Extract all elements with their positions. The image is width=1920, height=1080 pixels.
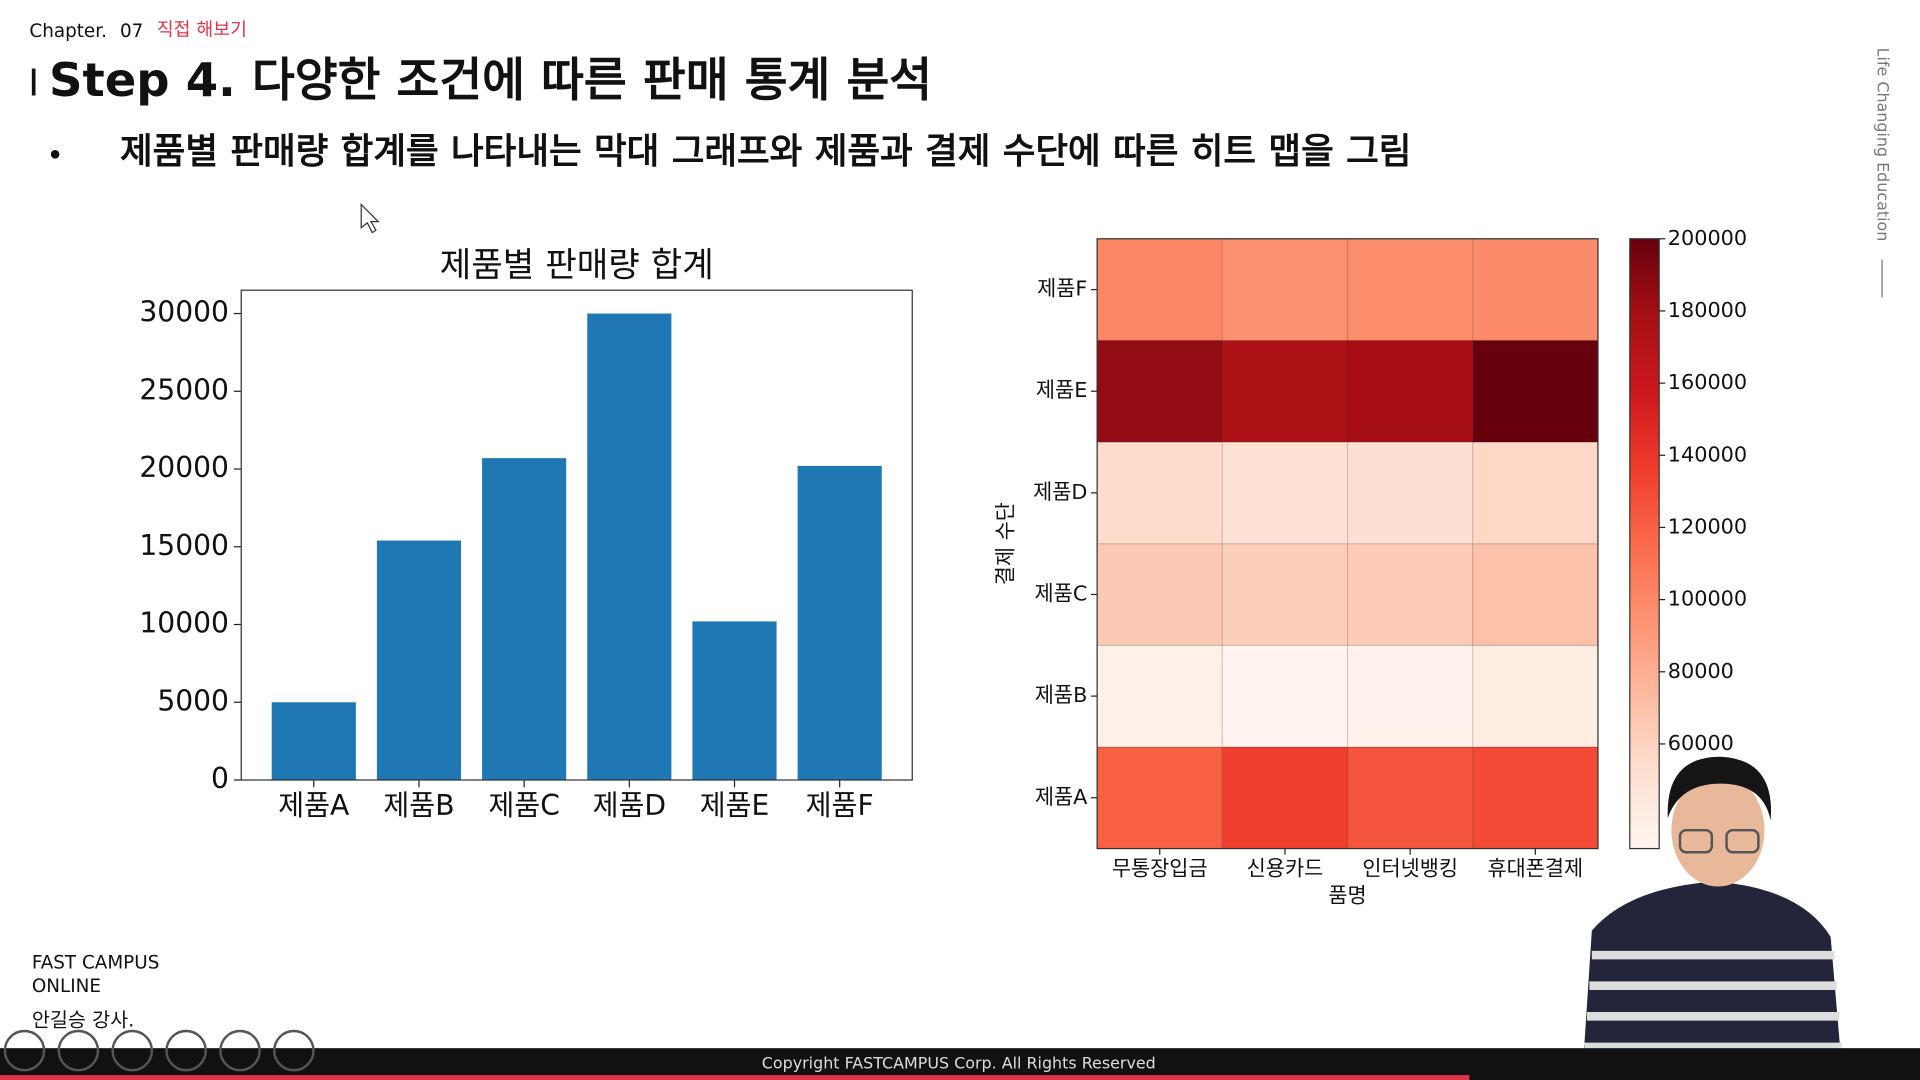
bar (376, 540, 462, 780)
colorbar-tick-label: 140000 (1668, 442, 1747, 466)
chapter-number: 07 (120, 21, 143, 42)
presenter (1582, 756, 1843, 1080)
copyright: Copyright FASTCAMPUS Corp. All Rights Re… (762, 1054, 1156, 1073)
progress-bar (0, 1075, 1470, 1080)
heat-cell (1346, 746, 1474, 850)
footer-bar (0, 1048, 1920, 1080)
y-tick-label: 제품C (1035, 581, 1088, 605)
x-tick-label: 제품B (383, 789, 454, 822)
colorbar-tick-label: 160000 (1668, 370, 1747, 394)
heat-cell (1096, 339, 1223, 443)
heat-cell (1221, 238, 1349, 342)
heat-cell (1096, 441, 1223, 545)
cursor (360, 203, 380, 234)
colorbar-tick-label: 100000 (1668, 587, 1747, 611)
y-axis-label: 결제 수단 (994, 502, 1018, 585)
chart-title: 제품별 판매량 합계 (440, 245, 714, 285)
y-tick-label: 10000 (139, 607, 229, 640)
heat-cell (1221, 644, 1349, 748)
bar (271, 702, 356, 780)
heat-cell (1346, 339, 1474, 443)
heat-cell (1096, 644, 1223, 748)
x-tick-label: 휴대폰결제 (1488, 856, 1584, 880)
instructor: 안길승 강사. (32, 1009, 135, 1032)
x-tick-label: 제품D (593, 789, 667, 822)
bullet-text: 제품별 판매량 합계를 나타내는 막대 그래프와 제품과 결제 수단에 따른 히… (120, 131, 1411, 172)
x-tick-label: 제품C (488, 789, 559, 822)
y-tick-label: 25000 (139, 373, 229, 406)
y-tick-label: 5000 (157, 684, 229, 717)
heat-cell (1096, 238, 1223, 342)
y-tick-label: 제품F (1037, 277, 1087, 301)
colorbar (1629, 238, 1660, 850)
bar (692, 621, 777, 780)
brand-line2: ONLINE (32, 976, 101, 997)
x-tick-label: 무통장입금 (1112, 856, 1208, 880)
heat-cell (1472, 339, 1599, 443)
heat-cell (1221, 746, 1349, 850)
colorbar-tick-label: 200000 (1668, 226, 1747, 250)
title-marker (31, 68, 36, 96)
bar-chart: 제품별 판매량 합계 0 5000 10000 15000 20000 25000 30000… (139, 245, 913, 822)
colorbar-tick-label: 120000 (1668, 514, 1747, 538)
colorbar-tick-label: 80000 (1668, 659, 1734, 683)
heat-cell (1346, 238, 1474, 342)
section: 직접 해보기 (157, 20, 247, 41)
heat-cell (1346, 543, 1474, 646)
heat-cell (1096, 543, 1223, 646)
y-tick-label: 제품B (1035, 683, 1088, 707)
axes-frame (1096, 238, 1599, 850)
axes-frame (240, 289, 913, 781)
heat-cell (1472, 543, 1599, 646)
brand-line1: FAST CAMPUS (32, 953, 160, 974)
heat-cell (1472, 238, 1599, 342)
bar (797, 465, 882, 780)
heat-cell (1346, 644, 1474, 748)
chapter: Chapter. (29, 21, 107, 42)
heat-cell (1221, 339, 1349, 443)
heat-cell (1221, 543, 1349, 646)
y-tick-label: 30000 (139, 296, 229, 329)
y-tick-label: 20000 (139, 451, 229, 484)
heat-cell (1096, 746, 1223, 850)
x-tick-label: 제품E (700, 789, 770, 822)
bullet-dot (50, 150, 60, 159)
x-tick-label: 인터넷뱅킹 (1362, 856, 1458, 880)
y-tick-label: 제품A (1035, 785, 1088, 809)
player-controls (3, 1029, 315, 1072)
heat-cell (1346, 441, 1474, 545)
colorbar-tick-label: 180000 (1668, 298, 1747, 322)
y-tick-label: 제품E (1036, 378, 1087, 402)
x-tick-label: 제품A (278, 789, 350, 822)
y-tick-label: 제품D (1033, 480, 1087, 504)
y-tick-label: 0 (211, 762, 229, 795)
heat-cell (1472, 441, 1599, 545)
side-text: Life Changing Education (1874, 48, 1893, 242)
heat-cell (1472, 746, 1599, 850)
slide-title: Step 4. 다양한 조건에 따른 판매 통계 분석 (49, 53, 932, 107)
bar (482, 458, 567, 780)
y-tick-label: 15000 (139, 529, 229, 562)
heat-cell (1221, 441, 1349, 545)
bar (587, 313, 672, 780)
heat-cell (1472, 644, 1599, 748)
colorbar-tick-label: 60000 (1668, 731, 1734, 755)
x-tick-label: 신용카드 (1247, 856, 1324, 880)
x-axis-label: 품명 (1328, 883, 1366, 907)
x-tick-label: 제품F (806, 789, 874, 822)
